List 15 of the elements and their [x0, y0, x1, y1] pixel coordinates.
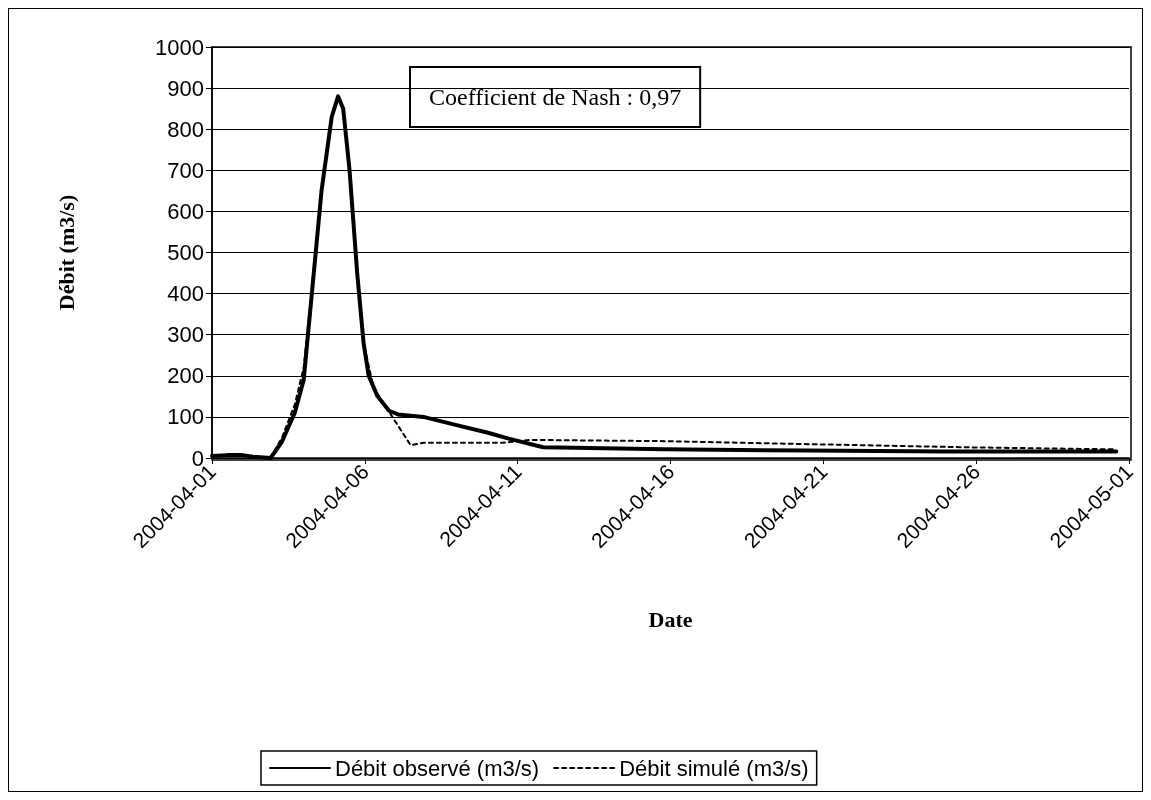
y-tick-label: 900 [167, 75, 204, 101]
y-tick-label: 600 [167, 198, 204, 224]
y-tick-label: 1000 [155, 34, 204, 60]
y-tick-label: 400 [167, 281, 204, 307]
y-tick-label: 800 [167, 116, 204, 142]
y-axis-title: Débit (m3/s) [53, 194, 79, 311]
y-tick-label: 700 [167, 157, 204, 183]
y-tick-label: 500 [167, 240, 204, 265]
x-axis-title: Date [648, 606, 693, 632]
legend-label: Débit observé (m3/s) [335, 755, 540, 781]
annotation: Coefficient de Nash : 0,97 [429, 84, 682, 110]
y-tick-label: 100 [167, 404, 204, 430]
y-tick-label: 200 [167, 363, 204, 389]
legend-label: Débit simulé (m3/s) [619, 755, 809, 781]
y-tick-label: 300 [167, 322, 204, 348]
